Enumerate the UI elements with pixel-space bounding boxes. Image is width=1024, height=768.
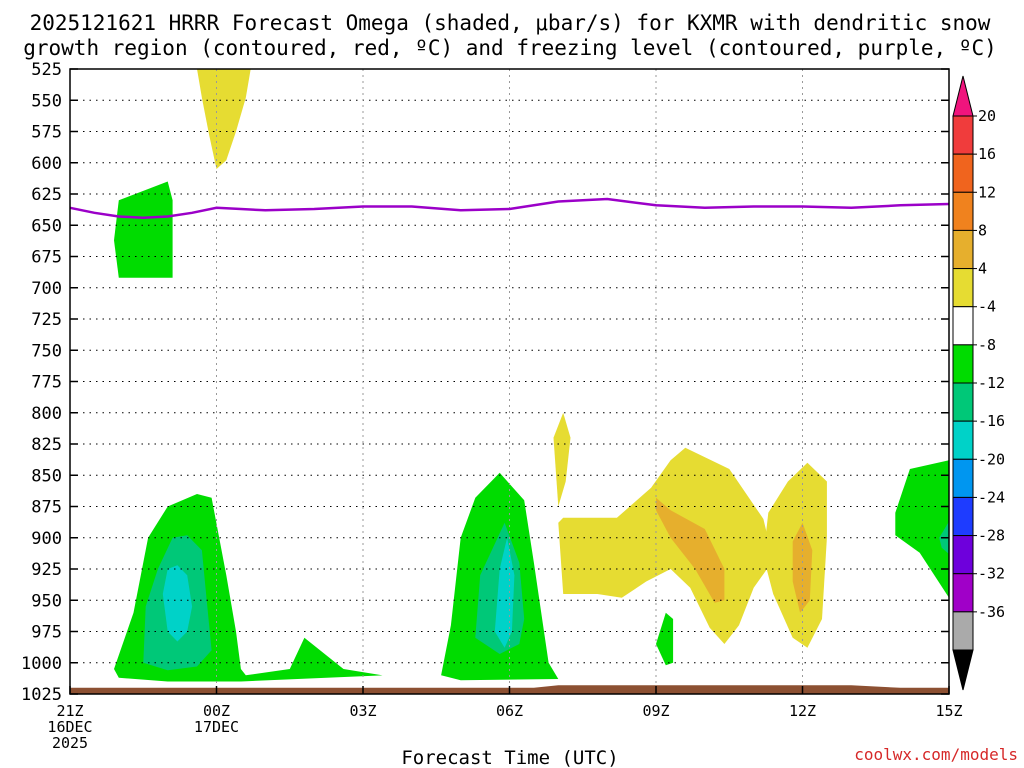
grid-lines — [70, 69, 949, 694]
y-tick-label-875: 875 — [31, 498, 62, 518]
colorbar-box-11 — [952, 535, 974, 575]
y-tick-label-725: 725 — [31, 310, 62, 330]
colorbar-box-7 — [952, 382, 974, 422]
colorbar-label-5: -4 — [978, 298, 996, 316]
freezing-level-contour — [69, 197, 950, 220]
y-tick-label-750: 750 — [31, 341, 62, 361]
omega-shading — [114, 69, 949, 682]
x-tick-label-0-1: 16DEC — [47, 718, 92, 736]
omega-region-0 — [197, 69, 251, 169]
y-tick-label-575: 575 — [31, 123, 62, 143]
omega-region-4 — [162, 565, 193, 642]
colorbar-box-8 — [952, 420, 974, 460]
omega-region-1 — [114, 181, 173, 278]
omega-region-7 — [494, 537, 515, 648]
chart-title-line-2: growth region (contoured, red, ºC) and f… — [23, 36, 997, 60]
colorbar-box-4 — [952, 268, 974, 308]
colorbar-label-2: 12 — [978, 183, 996, 201]
colorbar-box-10 — [952, 496, 974, 537]
y-tick-label-850: 850 — [31, 466, 62, 486]
colorbar-label-8: -16 — [978, 412, 1005, 430]
x-tick-label-0-2: 2025 — [52, 734, 88, 752]
y-tick-label-900: 900 — [31, 529, 62, 549]
colorbar-label-6: -8 — [978, 336, 996, 354]
colorbar-label-3: 8 — [978, 221, 987, 239]
colorbar-box-5 — [952, 306, 974, 346]
colorbar-label-1: 16 — [978, 145, 996, 163]
x-tick-label-1-1: 17DEC — [194, 718, 239, 736]
colorbar-label-13: -36 — [978, 603, 1005, 621]
x-axis-label: Forecast Time (UTC) — [401, 747, 618, 768]
x-tick-label-6-0: 15Z — [935, 702, 962, 720]
colorbar-label-4: 4 — [978, 260, 987, 278]
y-tick-label-550: 550 — [31, 91, 62, 111]
colorbar-box-6 — [952, 344, 974, 384]
y-tick-label-1000: 1000 — [21, 654, 62, 674]
y-axis: 525 550 575 600 625 650 675 700 725 750 775 800 825 8… — [21, 60, 949, 705]
freezing-level-line — [69, 197, 950, 220]
x-tick-label-0-0: 21Z — [56, 702, 83, 720]
y-tick-label-625: 625 — [31, 185, 62, 205]
colorbar-box-9 — [952, 458, 974, 498]
colorbar-label-9: -20 — [978, 450, 1005, 468]
colorbar-label-12: -32 — [978, 565, 1005, 583]
x-tick-label-2-0: 03Z — [349, 702, 376, 720]
omega-region-10 — [656, 497, 725, 603]
colorbar-box-0 — [952, 115, 974, 155]
y-tick-label-975: 975 — [31, 623, 62, 643]
credit-text: coolwx.com/models — [854, 745, 1018, 764]
x-tick-label-3-0: 06Z — [496, 702, 523, 720]
y-tick-label-950: 950 — [31, 591, 62, 611]
y-tick-label-700: 700 — [31, 279, 62, 299]
y-tick-label-675: 675 — [31, 248, 62, 268]
y-tick-label-1025: 1025 — [21, 685, 62, 705]
x-tick-label-5-0: 12Z — [789, 702, 816, 720]
colorbar-label-0: 20 — [978, 107, 996, 125]
x-tick-label-1-0: 00Z — [203, 702, 230, 720]
omega-region-8 — [553, 412, 571, 507]
colorbar-box-2 — [952, 191, 974, 231]
colorbar-box-13 — [952, 611, 974, 651]
y-tick-label-650: 650 — [31, 216, 62, 236]
x-tick-label-4-0: 09Z — [642, 702, 669, 720]
y-tick-label-925: 925 — [31, 560, 62, 580]
colorbar-box-3 — [952, 229, 974, 270]
y-tick-label-525: 525 — [31, 60, 62, 80]
colorbar-bottom-triangle — [952, 649, 974, 691]
colorbar-label-11: -28 — [978, 527, 1005, 545]
colorbar-label-7: -12 — [978, 374, 1005, 392]
colorbar: 20 16 12 8 4 -4 -8 -12 -16 -20 -24 -28 -32 -36 — [952, 75, 1005, 691]
colorbar-top-triangle — [952, 75, 974, 117]
colorbar-label-10: -24 — [978, 488, 1005, 506]
omega-region-13 — [656, 612, 674, 666]
colorbar-box-12 — [952, 573, 974, 613]
y-tick-label-800: 800 — [31, 404, 62, 424]
y-tick-label-775: 775 — [31, 373, 62, 393]
chart-title-line-1: 2025121621 HRRR Forecast Omega (shaded, … — [30, 11, 991, 35]
colorbar-box-1 — [952, 153, 974, 193]
y-tick-label-825: 825 — [31, 435, 62, 455]
omega-region-14 — [895, 460, 949, 598]
y-tick-label-600: 600 — [31, 154, 62, 174]
